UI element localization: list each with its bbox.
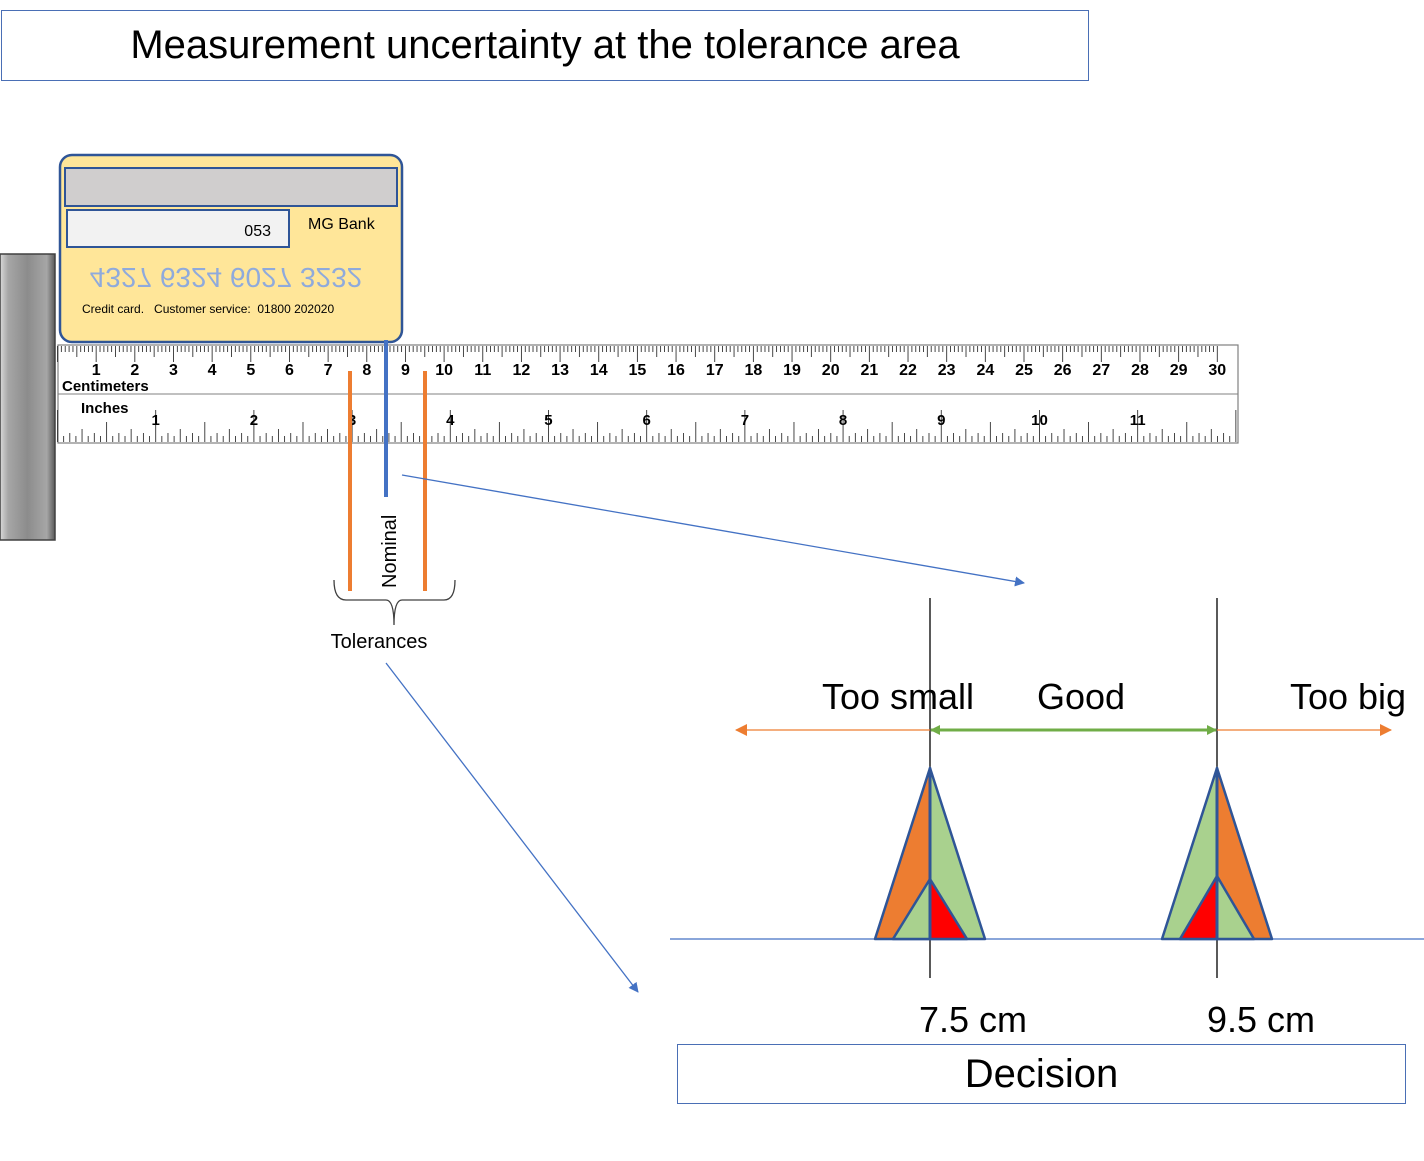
inch-number: 1 [152, 412, 160, 429]
page-title: Measurement uncertainty at the tolerance… [130, 23, 960, 67]
card-footer: Credit card. Customer service: 01800 202… [82, 302, 334, 316]
cm-number: 8 [362, 362, 371, 379]
lower-uncertainty-marker [873, 766, 987, 941]
cm-number: 12 [513, 362, 531, 379]
nominal-label: Nominal [379, 515, 401, 588]
zoom-arrow-upper [401, 474, 1025, 587]
cm-number: 25 [1015, 362, 1033, 379]
cm-number: 29 [1170, 362, 1188, 379]
card-bank-name: MG Bank [308, 216, 376, 233]
cm-number: 6 [285, 362, 294, 379]
inch-ticks [57, 410, 1237, 442]
ruler-clamp [0, 253, 56, 541]
inch-number: 8 [839, 412, 847, 429]
cm-number: 13 [551, 362, 569, 379]
inch-number: 10 [1031, 412, 1048, 429]
cm-number: 3 [169, 362, 178, 379]
cm-number: 1 [92, 362, 101, 379]
upper-uncertainty-marker [1160, 766, 1274, 941]
cm-number: 18 [744, 362, 762, 379]
cm-numbers: 1 2 3 4 5 6 7 8 9 10 11 12 13 14 15 16 17 18 19 20 21 22 23 24 2… [92, 362, 1227, 379]
cm-number: 22 [899, 362, 917, 379]
cm-number: 19 [783, 362, 801, 379]
tolerances-label: Tolerances [331, 631, 428, 653]
inch-number: 2 [250, 412, 258, 429]
tolerance-brace [333, 579, 456, 626]
card-code-box [66, 209, 290, 248]
cm-number: 28 [1131, 362, 1149, 379]
cm-number: 11 [474, 362, 491, 379]
upper-limit-value: 9.5 cm [1207, 999, 1315, 1040]
cm-number: 2 [130, 362, 139, 379]
cm-number: 27 [1092, 362, 1110, 379]
card-number: 4327 6324 6027 3232 [90, 262, 363, 293]
cm-number: 10 [435, 362, 453, 379]
inch-number: 11 [1130, 412, 1146, 429]
inch-numbers: 1 2 3 4 5 6 7 8 9 10 11 [152, 412, 1146, 429]
lower-limit-value: 7.5 cm [919, 999, 1027, 1040]
cm-number: 21 [860, 362, 878, 379]
credit-card: 053 MG Bank 4327 6324 6027 3232 Credit c… [58, 153, 404, 344]
inch-number: 5 [544, 412, 552, 429]
decision-box: Decision [677, 1044, 1406, 1104]
cm-number: 17 [706, 362, 724, 379]
good-label: Good [1037, 676, 1125, 717]
cm-number: 24 [976, 362, 994, 379]
cm-number: 20 [822, 362, 840, 379]
too-small-label: Too small [822, 676, 974, 717]
decision-label: Decision [964, 1051, 1119, 1096]
cm-ticks [57, 346, 1218, 362]
inch-number: 4 [446, 412, 455, 429]
cm-number: 30 [1208, 362, 1226, 379]
card-code: 053 [244, 223, 271, 240]
cm-unit-label: Centimeters [62, 378, 149, 395]
inch-unit-label: Inches [81, 400, 129, 417]
cm-number: 14 [590, 362, 608, 379]
cm-number: 15 [629, 362, 647, 379]
inch-number: 3 [348, 412, 356, 429]
cm-number: 23 [938, 362, 956, 379]
title-box: Measurement uncertainty at the tolerance… [1, 10, 1089, 81]
inch-number: 7 [741, 412, 749, 429]
too-big-label: Too big [1290, 676, 1406, 717]
cm-number: 9 [401, 362, 410, 379]
inch-number: 6 [643, 412, 651, 429]
cm-number: 5 [246, 362, 255, 379]
card-magnetic-strip [64, 167, 398, 207]
cm-number: 16 [667, 362, 685, 379]
ruler: 1 2 3 4 5 6 7 8 9 10 11 12 13 14 15 16 17 18 19 20 21 22 23 24 2… [57, 344, 1239, 444]
inch-number: 9 [937, 412, 945, 429]
zoom-arrow-lower [385, 662, 639, 993]
cm-number: 4 [208, 362, 217, 379]
cm-number: 7 [324, 362, 333, 379]
cm-number: 26 [1054, 362, 1072, 379]
